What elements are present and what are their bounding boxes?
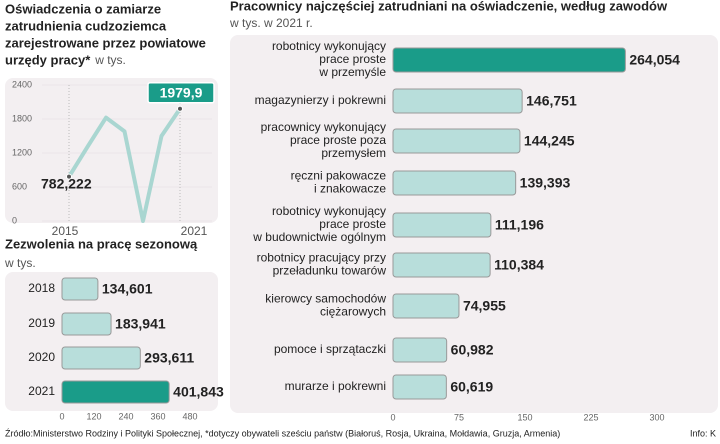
x-tick-label: 150 — [517, 412, 532, 422]
y-tick-label: 0 — [12, 215, 17, 225]
category-label: pomoce i sprzątaczki — [274, 342, 386, 356]
data-label: 139,393 — [520, 175, 571, 191]
chart-title: Oświadczenia o zamiarze — [5, 1, 161, 16]
data-label: 1979,9 — [160, 85, 203, 101]
category-label: 2020 — [28, 350, 55, 364]
data-label: 134,601 — [102, 281, 153, 297]
x-tick-label: 120 — [86, 411, 101, 421]
data-label: 401,843 — [173, 384, 224, 400]
category-label: ręczni pakowacze i znakowacze — [291, 169, 387, 196]
bar — [392, 88, 523, 114]
category-label: murarze i pokrewni — [285, 379, 386, 393]
bar — [392, 170, 517, 196]
category-label: 2019 — [28, 316, 55, 330]
bar — [392, 212, 492, 238]
bar — [61, 277, 99, 301]
x-tick-label: 0 — [59, 411, 64, 421]
data-label: 111,196 — [495, 217, 544, 233]
data-label: 183,941 — [115, 316, 166, 332]
chart-title: Zezwolenia na pracę sezonową — [5, 236, 198, 251]
chart-title: Pracownicy najczęściej zatrudniani na oś… — [230, 0, 668, 13]
point — [66, 173, 72, 180]
bar — [392, 47, 626, 73]
data-label: 60,982 — [451, 342, 494, 358]
chart-subtitle: w tys. — [94, 53, 126, 67]
x-tick-label: 300 — [649, 412, 664, 422]
category-label: 2018 — [28, 281, 55, 295]
data-label: 293,611 — [144, 350, 194, 366]
category-label: pracownicy wykonujący prace proste poza pr… — [261, 120, 387, 160]
x-tick-label: 0 — [390, 412, 395, 422]
bar — [392, 293, 460, 319]
data-label: 110,384 — [494, 257, 544, 273]
line — [67, 107, 182, 223]
bar — [392, 337, 448, 363]
x-tick-label: 75 — [454, 412, 464, 422]
category-label: robotnicy wykonujący prace proste w budown… — [252, 204, 386, 244]
point — [177, 105, 183, 112]
x-tick-label: 360 — [150, 411, 165, 421]
chart-subtitle: w tys. — [4, 256, 36, 270]
chart-title: zarejestrowane przez powiatowe — [5, 35, 206, 50]
y-tick-label: 1200 — [12, 147, 32, 157]
panel — [5, 272, 218, 411]
source: Źródło:Ministerstwo Rodziny i Polityki S… — [5, 428, 560, 438]
chart-subtitle: w tys. w 2021 r. — [229, 16, 313, 30]
category-label: 2021 — [28, 384, 55, 398]
bar — [392, 128, 521, 154]
bar — [61, 312, 112, 336]
y-tick-label: 600 — [12, 181, 27, 191]
x-tick-label: 240 — [118, 411, 133, 421]
x-tick-label: 480 — [182, 411, 197, 421]
data-label: 74,955 — [463, 298, 506, 314]
data-label: 146,751 — [526, 93, 577, 109]
bar — [392, 374, 447, 400]
x-tick-label: 2021 — [181, 224, 208, 238]
chart-title: zatrudnienia cudzoziemca — [5, 18, 167, 33]
data-label: 60,619 — [450, 379, 493, 395]
data-label: 782,222 — [41, 175, 92, 191]
category-label: kierowcy samochodów ciężarowych — [265, 292, 386, 319]
y-tick-label: 1800 — [12, 113, 32, 123]
x-tick-label: 2015 — [52, 224, 79, 238]
x-tick-label: 225 — [583, 412, 598, 422]
bar — [392, 252, 491, 278]
chart-title: urzędy pracy* — [5, 52, 91, 67]
category-label: magazynierzy i pokrewni — [255, 93, 386, 107]
y-tick-label: 2400 — [12, 79, 32, 89]
data-label: 264,054 — [629, 52, 680, 68]
category-label: robotnicy wykonujący prace proste w przemy… — [272, 39, 386, 79]
bar — [61, 346, 141, 370]
data-label: 144,245 — [524, 133, 575, 149]
label-box — [147, 82, 215, 104]
credit: Info: K — [690, 428, 716, 438]
bar — [61, 380, 170, 404]
category-label: robotnicy pracujący przy przeładunku towa… — [257, 251, 387, 278]
